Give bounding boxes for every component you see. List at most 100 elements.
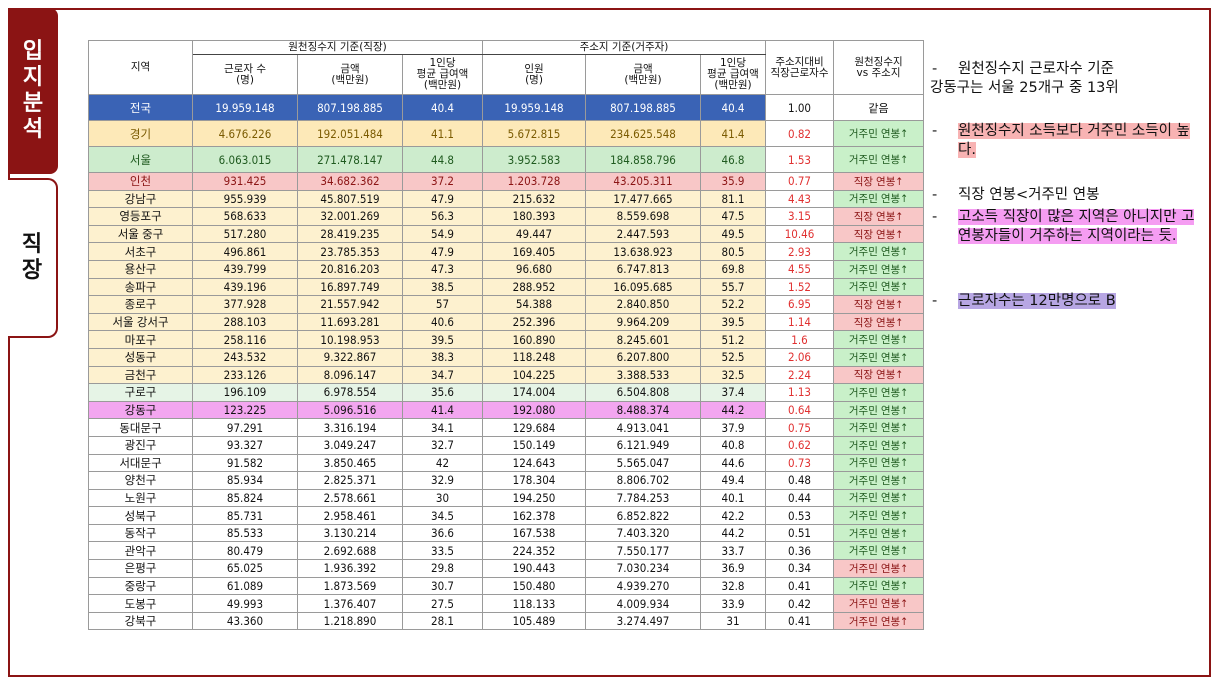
cell-ratio: 0.41 xyxy=(765,576,834,596)
cell-ratio: 0.48 xyxy=(765,471,834,490)
cell-ratio: 6.95 xyxy=(765,295,834,314)
cell-compare-tag: 거주민 연봉↑ xyxy=(833,594,924,613)
cell-avg-pay: 32.9 xyxy=(402,471,483,490)
cell-avg-pay-residence: 69.8 xyxy=(700,259,766,279)
cell-avg-pay-residence: 81.1 xyxy=(700,189,766,209)
cell-workers: 19.959.148 xyxy=(192,94,298,121)
cell-ratio: 1.52 xyxy=(765,277,834,297)
cell-amount-residence: 4.913.041 xyxy=(585,418,701,437)
cell-persons: 224.352 xyxy=(482,541,586,561)
table-row: 도봉구 49.993 1.376.407 27.5 118.133 4.009.934 33… xyxy=(88,594,924,613)
header-persons: 인원 (명) xyxy=(482,54,586,95)
cell-workers: 85.731 xyxy=(192,506,298,525)
cell-ratio: 0.82 xyxy=(765,120,834,147)
cell-compare-tag: 거주민 연봉↑ xyxy=(833,120,924,147)
cell-amount: 2.958.461 xyxy=(297,506,403,525)
table-row: 마포구 258.116 10.198.953 39.5 160.890 8.245.601… xyxy=(88,330,924,349)
cell-workers: 243.532 xyxy=(192,347,298,367)
cell-ratio: 2.24 xyxy=(765,365,834,385)
cell-avg-pay-residence: 36.9 xyxy=(700,559,766,578)
tab-label-char: 입 xyxy=(22,39,44,64)
cell-avg-pay: 56.3 xyxy=(402,207,483,226)
cell-avg-pay: 39.5 xyxy=(402,330,483,349)
cell-amount-residence: 6.207.800 xyxy=(585,347,701,367)
cell-avg-pay: 57 xyxy=(402,295,483,314)
cell-persons: 118.248 xyxy=(482,347,586,367)
cell-amount: 6.978.554 xyxy=(297,383,403,402)
cell-ratio: 0.34 xyxy=(765,559,834,578)
header-avg-pay-residence: 1인당 평균 급여액 (백만원) xyxy=(700,54,766,95)
cell-region: 광진구 xyxy=(88,435,193,455)
cell-avg-pay: 30.7 xyxy=(402,576,483,596)
cell-avg-pay: 54.9 xyxy=(402,224,483,244)
cell-avg-pay: 34.7 xyxy=(402,365,483,385)
cell-avg-pay-residence: 52.5 xyxy=(700,347,766,367)
cell-ratio: 1.53 xyxy=(765,146,834,173)
cell-amount: 3.316.194 xyxy=(297,418,403,437)
cell-region: 서울 강서구 xyxy=(88,312,193,332)
table-row: 용산구 439.799 20.816.203 47.3 96.680 6.747.813 6… xyxy=(88,259,924,279)
cell-workers: 85.533 xyxy=(192,523,298,543)
tab-label-char: 지 xyxy=(22,65,44,90)
cell-amount-residence: 184.858.796 xyxy=(585,146,701,173)
cell-avg-pay: 38.5 xyxy=(402,277,483,297)
cell-amount: 11.693.281 xyxy=(297,312,403,332)
cell-region: 서울 중구 xyxy=(88,224,193,244)
cell-compare-tag: 거주민 연봉↑ xyxy=(833,611,924,631)
cell-avg-pay: 44.8 xyxy=(402,146,483,173)
cell-ratio: 0.42 xyxy=(765,594,834,613)
cell-amount-residence: 16.095.685 xyxy=(585,277,701,297)
note-worker-count: - 근로자수는 12만명으로 B xyxy=(932,293,1116,309)
cell-ratio: 1.00 xyxy=(765,94,834,121)
cell-avg-pay-residence: 52.2 xyxy=(700,295,766,314)
cell-avg-pay: 41.1 xyxy=(402,120,483,147)
cell-persons: 174.004 xyxy=(482,383,586,402)
cell-ratio: 0.64 xyxy=(765,400,834,420)
cell-compare-tag: 거주민 연봉↑ xyxy=(833,383,924,402)
cell-avg-pay-residence: 80.5 xyxy=(700,242,766,261)
cell-amount: 34.682.362 xyxy=(297,172,403,191)
cell-amount-residence: 807.198.885 xyxy=(585,94,701,121)
cell-amount: 3.850.465 xyxy=(297,453,403,473)
cell-amount: 5.096.516 xyxy=(297,400,403,420)
cell-amount-residence: 8.245.601 xyxy=(585,330,701,349)
cell-amount: 2.825.371 xyxy=(297,471,403,490)
cell-avg-pay-residence: 31 xyxy=(700,611,766,631)
cell-amount-residence: 6.504.808 xyxy=(585,383,701,402)
cell-avg-pay: 35.6 xyxy=(402,383,483,402)
cell-amount-residence: 8.559.698 xyxy=(585,207,701,226)
cell-workers: 517.280 xyxy=(192,224,298,244)
cell-compare-tag: 거주민 연봉↑ xyxy=(833,242,924,261)
cell-region: 종로구 xyxy=(88,295,193,314)
header-region: 지역 xyxy=(88,40,193,95)
cell-compare-tag: 거주민 연봉↑ xyxy=(833,418,924,437)
cell-avg-pay-residence: 44.2 xyxy=(700,523,766,543)
cell-workers: 439.196 xyxy=(192,277,298,297)
table-row: 종로구 377.928 21.557.942 57 54.388 2.840.850 52.… xyxy=(88,295,924,314)
cell-workers: 233.126 xyxy=(192,365,298,385)
cell-ratio: 0.44 xyxy=(765,488,834,508)
cell-region: 금천구 xyxy=(88,365,193,385)
cell-amount-residence: 3.274.497 xyxy=(585,611,701,631)
cell-amount: 16.897.749 xyxy=(297,277,403,297)
cell-compare-tag: 거주민 연봉↑ xyxy=(833,330,924,349)
table-row: 서대문구 91.582 3.850.465 42 124.643 5.565.047 44.… xyxy=(88,453,924,473)
table-row: 동대문구 97.291 3.316.194 34.1 129.684 4.913.041 3… xyxy=(88,418,924,437)
cell-amount: 1.376.407 xyxy=(297,594,403,613)
cell-persons: 167.538 xyxy=(482,523,586,543)
cell-avg-pay: 32.7 xyxy=(402,435,483,455)
table-row: 구로구 196.109 6.978.554 35.6 174.004 6.504.808 3… xyxy=(88,383,924,402)
cell-region: 관악구 xyxy=(88,541,193,561)
table-row: 노원구 85.824 2.578.661 30 194.250 7.784.253 40.1… xyxy=(88,488,924,508)
table-row: 영등포구 568.633 32.001.269 56.3 180.393 8.559.69… xyxy=(88,207,924,226)
tab-label-char: 장 xyxy=(21,258,43,283)
cell-persons: 252.396 xyxy=(482,312,586,332)
cell-amount: 2.692.688 xyxy=(297,541,403,561)
cell-persons: 288.952 xyxy=(482,277,586,297)
table-row: 송파구 439.196 16.897.749 38.5 288.952 16.095.68… xyxy=(88,277,924,297)
cell-amount-residence: 2.840.850 xyxy=(585,295,701,314)
cell-ratio: 4.43 xyxy=(765,189,834,209)
cell-persons: 150.480 xyxy=(482,576,586,596)
